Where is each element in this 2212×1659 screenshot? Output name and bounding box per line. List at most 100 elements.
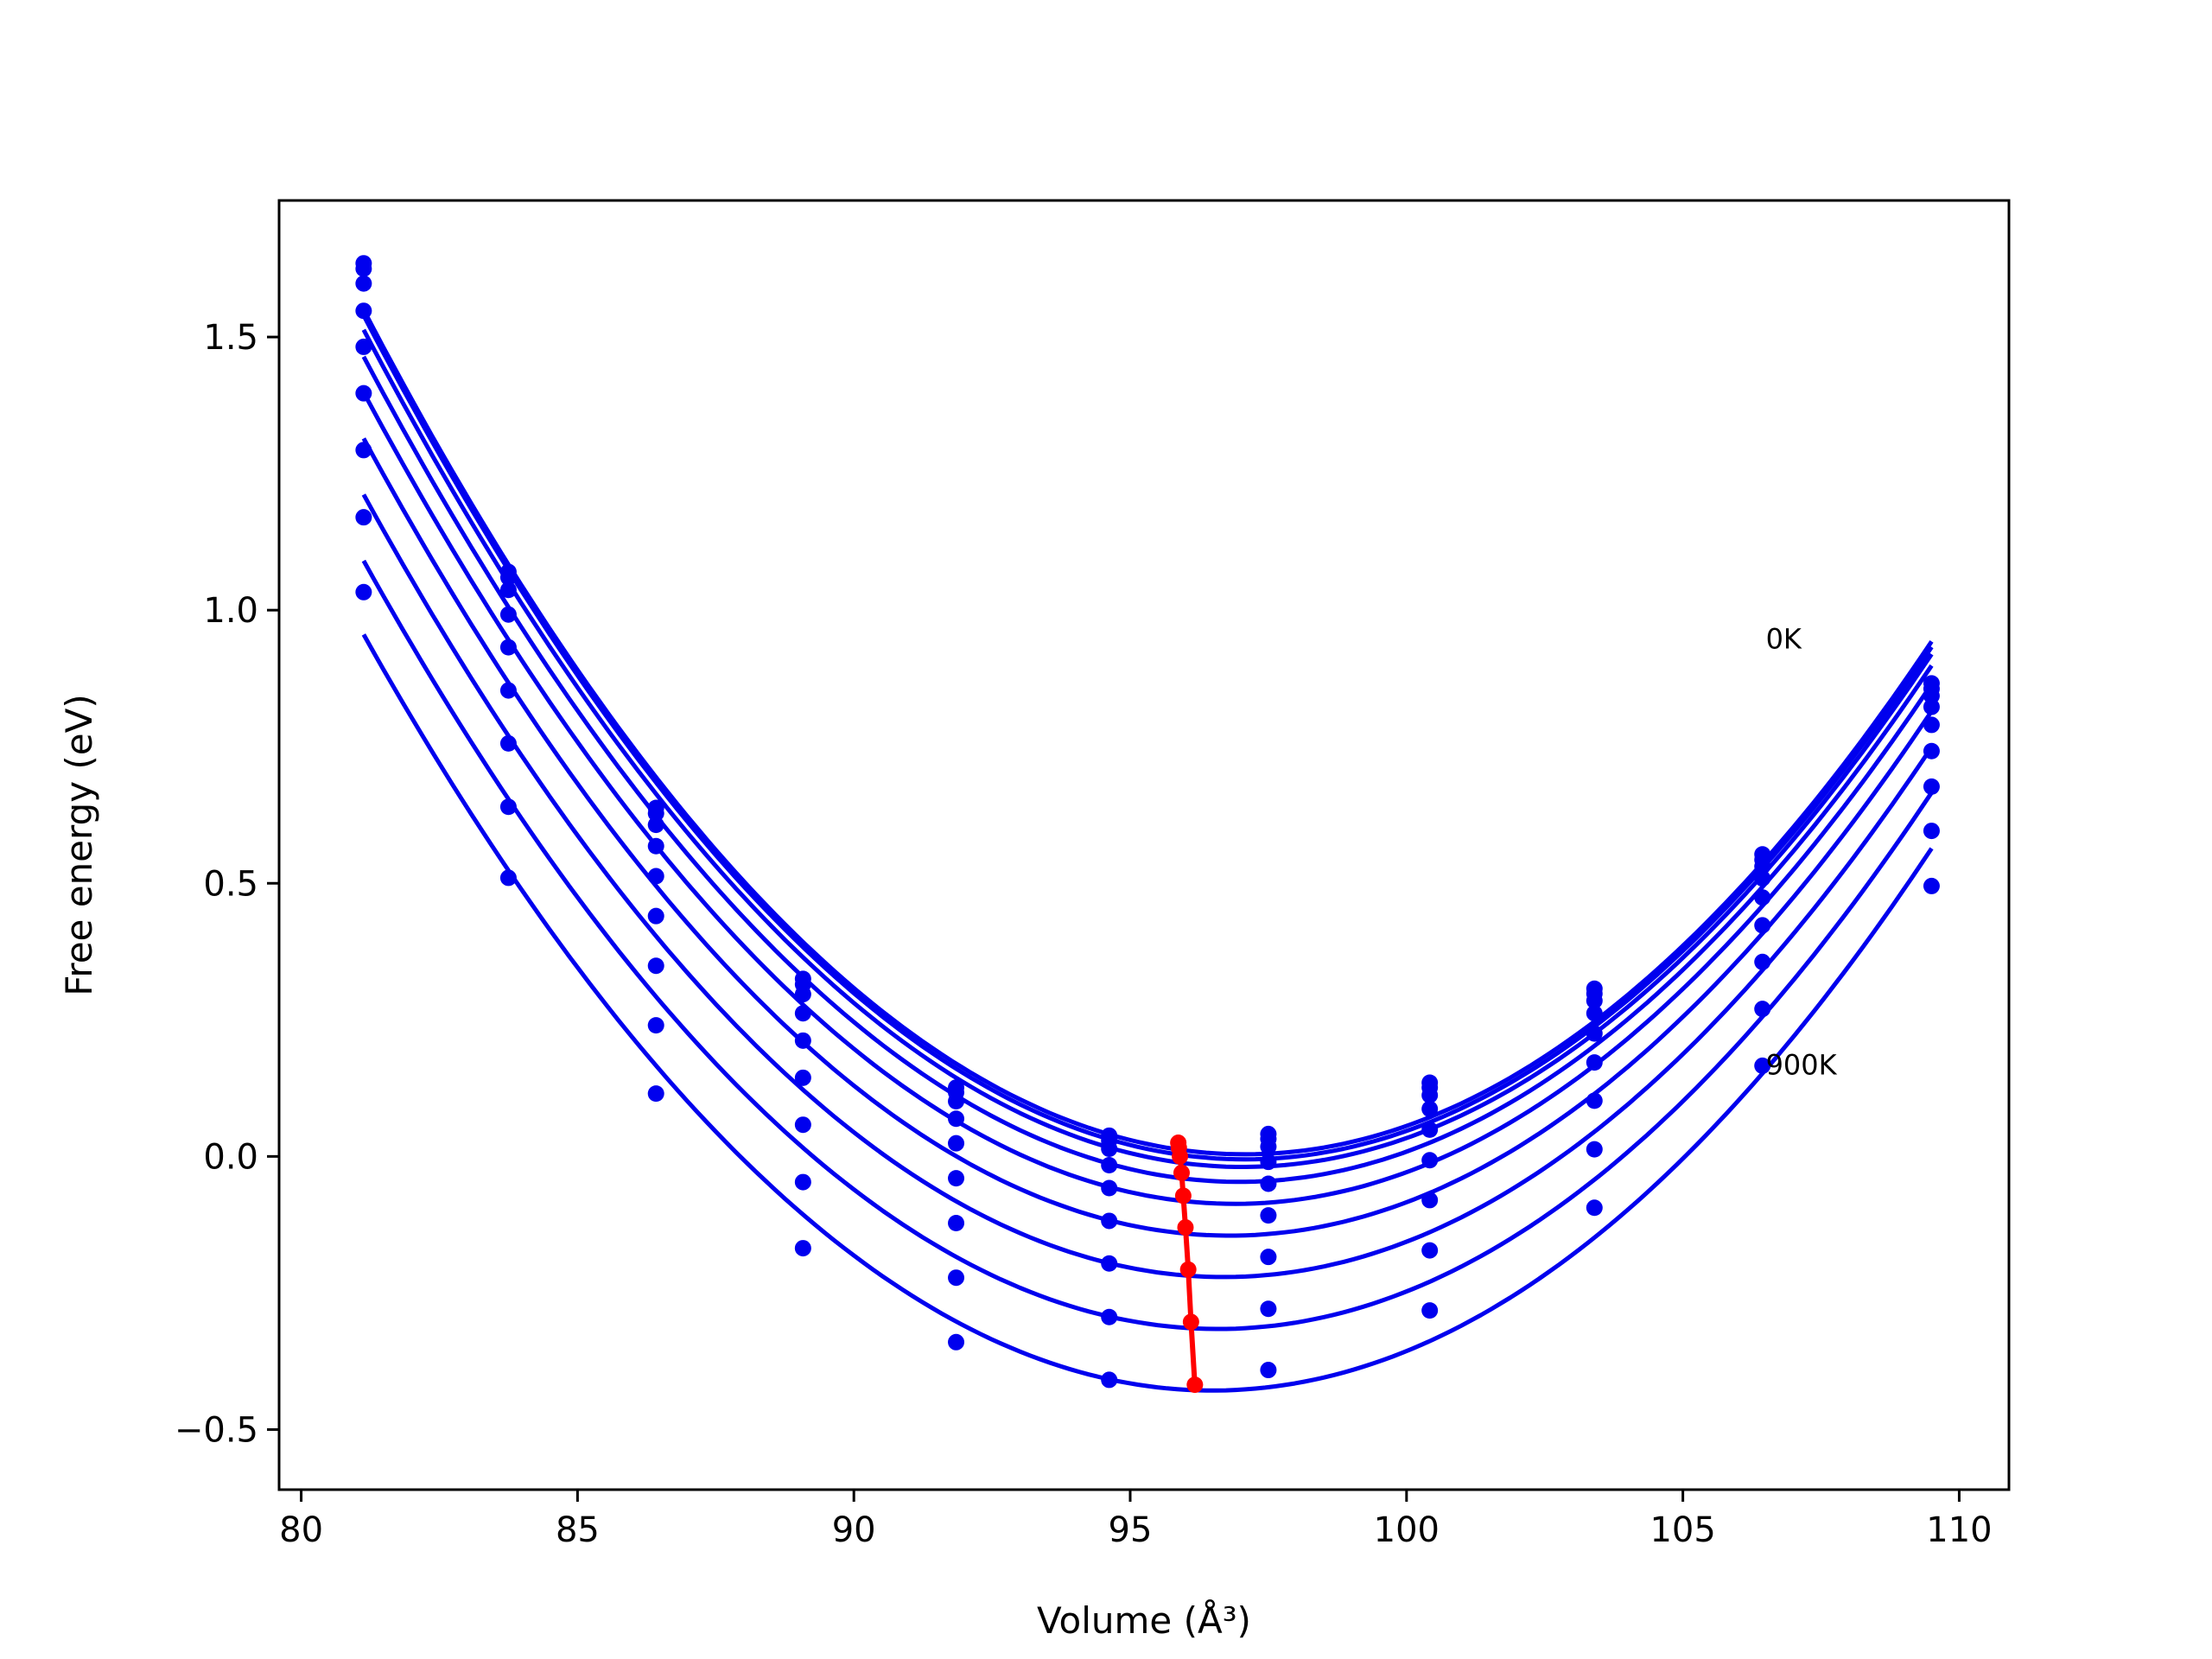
- minimum-point: [1182, 1313, 1199, 1331]
- data-point: [1101, 1255, 1118, 1272]
- data-point: [1260, 1362, 1277, 1379]
- x-tick-label: 80: [279, 1510, 323, 1550]
- minimum-point: [1177, 1219, 1194, 1236]
- data-point: [1923, 877, 1940, 894]
- data-point: [1101, 1141, 1118, 1158]
- x-tick-label: 100: [1374, 1510, 1440, 1550]
- data-point: [1586, 1054, 1603, 1071]
- y-tick-label: −0.5: [175, 1410, 258, 1450]
- series-line-1: [361, 314, 1934, 1162]
- x-tick-label: 110: [1926, 1510, 1992, 1550]
- data-point: [1754, 870, 1771, 887]
- y-tick-label: 0.5: [203, 864, 258, 904]
- x-tick-label: 95: [1109, 1510, 1153, 1550]
- data-point: [1421, 1121, 1439, 1138]
- annotation-label: 900K: [1766, 1049, 1838, 1082]
- data-point: [355, 302, 372, 320]
- data-point: [1421, 1100, 1439, 1117]
- data-point: [647, 957, 664, 975]
- minimum-point: [1179, 1261, 1197, 1278]
- data-point: [1421, 1152, 1439, 1169]
- curve-group-6: [355, 442, 1940, 1280]
- curve-group-3: [355, 302, 1940, 1185]
- data-point: [948, 1214, 965, 1231]
- plot-area: [355, 255, 1940, 1394]
- data-point: [647, 1017, 664, 1034]
- x-tick-label: 90: [832, 1510, 876, 1550]
- data-point: [355, 509, 372, 526]
- y-axis-label: Free energy (eV): [58, 694, 100, 996]
- x-tick-label: 85: [556, 1510, 600, 1550]
- data-point: [1260, 1300, 1277, 1318]
- data-point: [1923, 823, 1940, 840]
- data-point: [1260, 1138, 1277, 1155]
- data-point: [1754, 889, 1771, 906]
- data-point: [499, 869, 517, 887]
- data-point: [355, 260, 372, 277]
- y-axis: −0.5 0.0 0.5 1.0 1.5: [175, 318, 279, 1450]
- data-point: [1754, 953, 1771, 970]
- data-point: [1586, 1092, 1603, 1109]
- y-tick-label: 1.0: [203, 591, 258, 631]
- data-point: [1260, 1207, 1277, 1224]
- series-line-2: [361, 328, 1934, 1169]
- data-point: [1754, 1057, 1771, 1074]
- series-line-0: [361, 308, 1934, 1157]
- data-point: [355, 275, 372, 292]
- data-point: [1101, 1179, 1118, 1197]
- data-point: [499, 606, 517, 623]
- x-axis-label: Volume (Å³): [1037, 1599, 1251, 1642]
- series-line-3: [361, 355, 1934, 1185]
- data-point: [499, 639, 517, 656]
- data-point: [948, 1333, 965, 1351]
- y-tick-label: 0.0: [203, 1137, 258, 1177]
- series-line-6: [361, 493, 1934, 1280]
- data-point: [794, 1240, 811, 1257]
- series-line-7: [361, 559, 1934, 1332]
- curve-group-2: [355, 275, 1940, 1169]
- data-point: [794, 1116, 811, 1134]
- data-point: [355, 338, 372, 355]
- curve-group-5: [355, 385, 1940, 1238]
- data-point: [1586, 1005, 1603, 1022]
- data-point: [948, 1170, 965, 1187]
- data-point: [1586, 992, 1603, 1009]
- data-point: [1101, 1371, 1118, 1389]
- data-point: [355, 442, 372, 459]
- data-point: [1421, 1242, 1439, 1259]
- data-point: [1923, 698, 1940, 715]
- series-line-4: [361, 391, 1934, 1206]
- data-point: [948, 1135, 965, 1152]
- data-point: [1923, 778, 1940, 795]
- data-point: [1421, 1192, 1439, 1209]
- data-point: [1101, 1156, 1118, 1173]
- data-point: [355, 385, 372, 402]
- minimum-point: [1174, 1187, 1192, 1205]
- data-point: [794, 1173, 811, 1191]
- series-line-5: [361, 437, 1934, 1238]
- data-point: [499, 582, 517, 599]
- curve-group-8: [355, 583, 1940, 1393]
- data-point: [1754, 858, 1771, 875]
- data-point: [1101, 1212, 1118, 1230]
- data-point: [1754, 917, 1771, 934]
- data-point: [647, 907, 664, 925]
- data-point: [499, 682, 517, 699]
- data-point: [499, 798, 517, 816]
- data-point: [1586, 1141, 1603, 1158]
- data-point: [1421, 1087, 1439, 1104]
- plot-frame: [277, 199, 2011, 1491]
- data-point: [355, 583, 372, 601]
- data-point: [1586, 1199, 1603, 1217]
- minimum-point: [1172, 1147, 1189, 1165]
- annotations: 0K 900K: [1766, 622, 1838, 1081]
- x-tick-label: 105: [1649, 1510, 1715, 1550]
- data-point: [1421, 1302, 1439, 1319]
- data-point: [647, 1085, 664, 1103]
- annotation-label: 0K: [1766, 622, 1802, 655]
- data-point: [794, 1069, 811, 1086]
- data-point: [499, 734, 517, 752]
- curve-group-7: [355, 509, 1940, 1332]
